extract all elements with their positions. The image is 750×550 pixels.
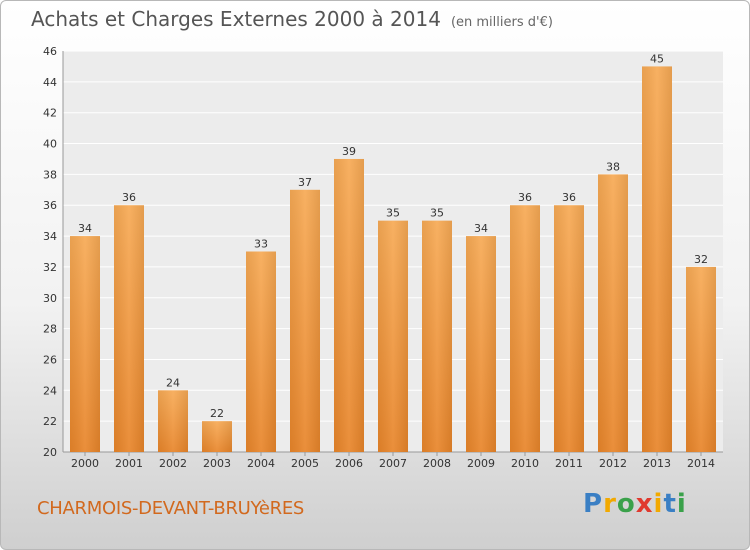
bar-shade [598, 174, 628, 452]
x-tick-label: 2004 [247, 457, 275, 470]
y-tick-label: 40 [43, 138, 57, 151]
logo-letter: o [616, 489, 636, 519]
x-tick-label: 2010 [511, 457, 539, 470]
x-tick-label: 2012 [599, 457, 627, 470]
x-tick-label: 2014 [687, 457, 715, 470]
data-label: 33 [254, 238, 268, 251]
logo-letter: i [653, 489, 664, 519]
x-tick-label: 2001 [115, 457, 143, 470]
y-tick-label: 34 [43, 230, 57, 243]
y-tick-label: 30 [43, 292, 57, 305]
bar-shade [114, 205, 144, 452]
x-tick-label: 2007 [379, 457, 407, 470]
data-label: 35 [430, 207, 444, 220]
y-tick-label: 26 [43, 353, 57, 366]
x-tick-label: 2006 [335, 457, 363, 470]
x-tick-label: 2011 [555, 457, 583, 470]
y-tick-label: 22 [43, 415, 57, 428]
data-label: 24 [166, 376, 180, 389]
x-tick-label: 2003 [203, 457, 231, 470]
y-tick-label: 28 [43, 323, 57, 336]
bar-shade [246, 251, 276, 452]
data-label: 36 [518, 191, 532, 204]
bar-shade [686, 266, 716, 452]
data-label: 35 [386, 207, 400, 220]
x-tick-label: 2000 [71, 457, 99, 470]
bar-shade [158, 390, 188, 452]
data-label: 45 [650, 52, 664, 65]
logo-letter: P [583, 489, 604, 519]
y-tick-label: 42 [43, 107, 57, 120]
logo-letter: t [663, 489, 677, 519]
proxiti-logo: Proxiti [583, 489, 687, 519]
bar-shade [466, 236, 496, 452]
logo-letter: r [603, 489, 617, 519]
logo-letter: x [635, 489, 654, 519]
data-label: 36 [562, 191, 576, 204]
bar-shade [378, 220, 408, 452]
chart-title-text: Achats et Charges Externes 2000 à 2014 [31, 7, 441, 31]
x-tick-label: 2008 [423, 457, 451, 470]
y-tick-label: 32 [43, 261, 57, 274]
bar-shade [642, 66, 672, 452]
bar-shade [70, 236, 100, 452]
bar-shade [510, 205, 540, 452]
y-tick-label: 20 [43, 446, 57, 459]
y-tick-label: 24 [43, 384, 57, 397]
data-label: 38 [606, 160, 620, 173]
chart-unit: (en milliers d'€) [450, 15, 553, 30]
logo-letter: i [676, 489, 687, 519]
bar-shade [334, 158, 364, 452]
bar-shade [290, 189, 320, 453]
data-label: 37 [298, 176, 312, 189]
x-tick-label: 2002 [159, 457, 187, 470]
data-label: 34 [78, 222, 92, 235]
chart-title: Achats et Charges Externes 2000 à 2014 (e… [31, 7, 553, 31]
bar-shade [202, 421, 232, 452]
bar-shade [554, 205, 584, 452]
y-tick-label: 36 [43, 199, 57, 212]
location-name: CHARMOIS-DEVANT-BRUYèRES [37, 498, 305, 519]
data-label: 32 [694, 253, 708, 266]
bar-shade [422, 220, 452, 452]
y-tick-label: 38 [43, 168, 57, 181]
y-tick-label: 44 [43, 76, 57, 89]
y-tick-label: 46 [43, 45, 57, 58]
data-label: 39 [342, 145, 356, 158]
x-tick-label: 2005 [291, 457, 319, 470]
x-tick-label: 2009 [467, 457, 495, 470]
data-label: 36 [122, 191, 136, 204]
data-label: 22 [210, 407, 224, 420]
data-label: 34 [474, 222, 488, 235]
x-tick-label: 2013 [643, 457, 671, 470]
